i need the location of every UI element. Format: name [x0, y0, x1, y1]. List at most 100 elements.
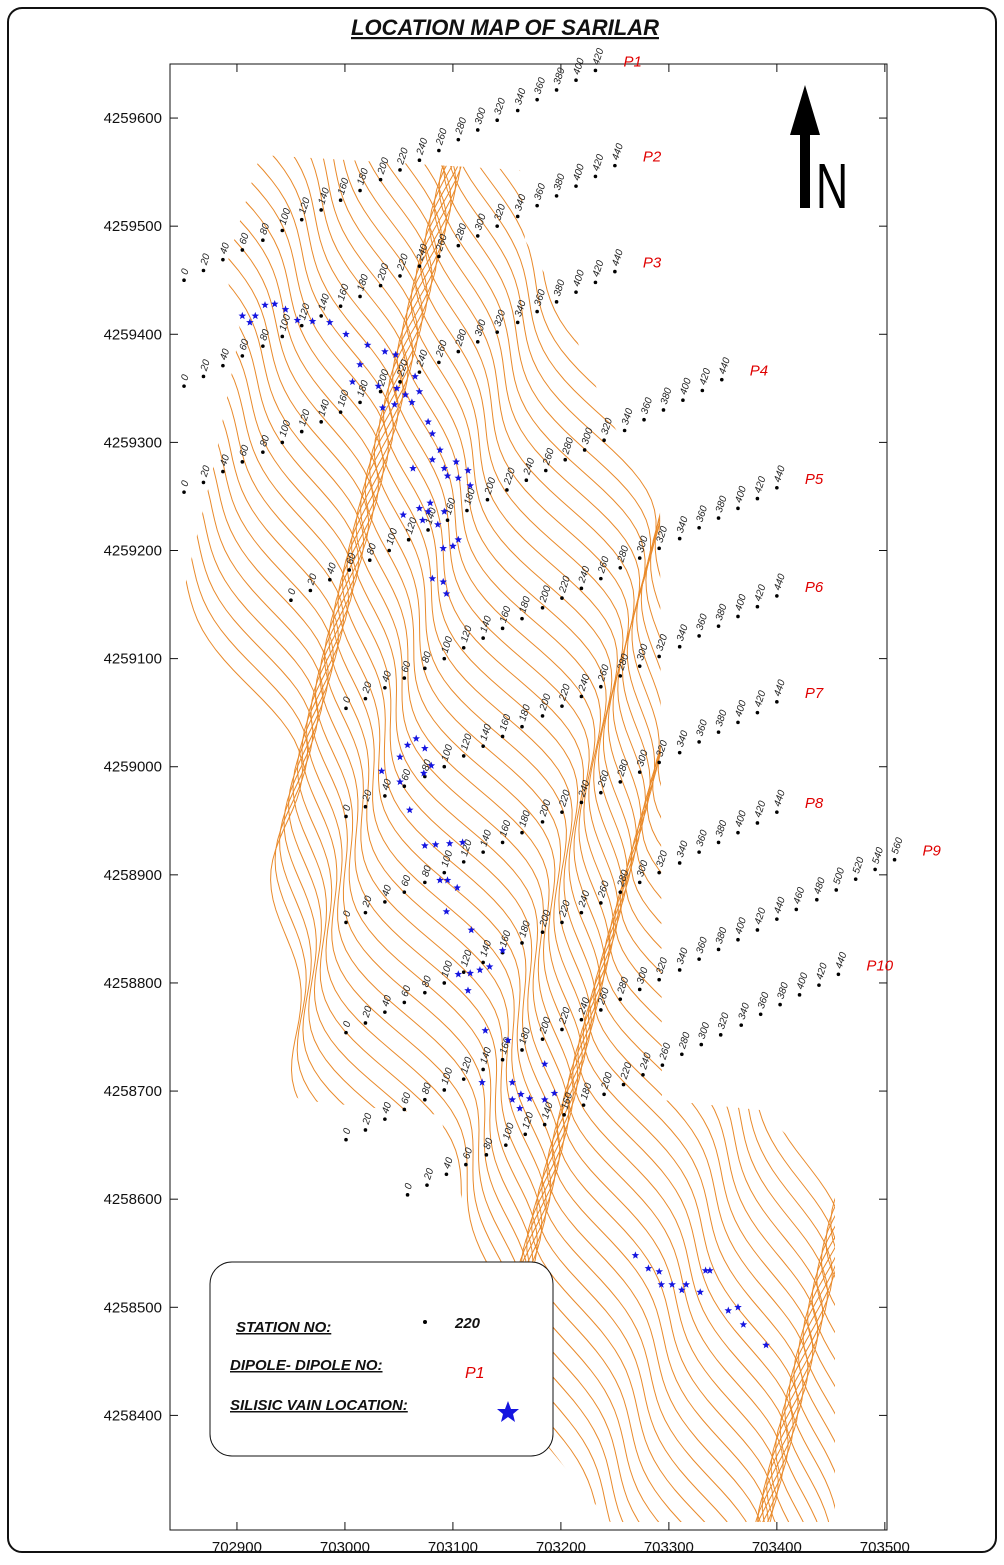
station-label: 300 — [635, 642, 651, 662]
station-dot — [778, 1003, 782, 1007]
station-dot — [657, 761, 661, 765]
station-dot — [379, 178, 383, 182]
station-label: 100 — [278, 419, 294, 439]
station-dot — [574, 290, 578, 294]
station-label: 180 — [355, 379, 371, 399]
station-label: 100 — [501, 1121, 517, 1141]
station-dot — [697, 740, 701, 744]
station-dot — [426, 528, 430, 532]
station-dot — [678, 861, 682, 865]
station-dot — [442, 871, 446, 875]
station-label: 400 — [733, 809, 749, 829]
station-dot — [241, 248, 245, 252]
station-label: 20 — [361, 680, 375, 695]
profile-label: P9 — [923, 843, 942, 860]
contour-line — [728, 140, 1004, 1530]
station-label: 280 — [615, 758, 631, 779]
vein-star — [455, 474, 463, 481]
station-label: 420 — [753, 475, 769, 495]
station-label: 280 — [453, 116, 469, 137]
station-dot — [739, 1023, 743, 1027]
station-label: 320 — [599, 416, 615, 436]
north-arrow: N — [790, 85, 848, 222]
vein-star — [464, 987, 472, 994]
station-label: 440 — [772, 678, 788, 698]
station-dot — [678, 645, 682, 649]
profile-label: P4 — [750, 363, 768, 380]
station-label: 140 — [479, 1046, 495, 1066]
station-label: 260 — [434, 127, 450, 148]
station-label: 240 — [521, 456, 537, 477]
vein-star — [740, 1321, 748, 1328]
y-tick-label: 4259500 — [104, 218, 162, 235]
profile-label: P10 — [866, 957, 893, 974]
station-dot — [383, 900, 387, 904]
station-label: 160 — [498, 929, 514, 949]
station-label: 0 — [179, 479, 191, 488]
x-tick-label: 703300 — [644, 1539, 694, 1556]
station-dot — [638, 664, 642, 668]
station-dot — [495, 118, 499, 122]
x-tick-label: 703500 — [860, 1539, 910, 1556]
station-dot — [425, 1183, 429, 1187]
y-tick-label: 4258600 — [104, 1191, 162, 1208]
station-dot — [756, 497, 760, 501]
station-label: 20 — [199, 358, 213, 373]
station-label: 120 — [404, 516, 420, 536]
station-label: 20 — [199, 464, 213, 479]
station-dot — [775, 486, 779, 490]
station-dot — [544, 469, 548, 473]
station-dot — [720, 378, 724, 382]
station-label: 400 — [571, 56, 587, 76]
station-label: 380 — [714, 926, 730, 946]
station-dot — [379, 390, 383, 394]
station-dot — [423, 991, 427, 995]
station-label: 340 — [675, 946, 691, 966]
station-dot — [398, 168, 402, 172]
contour-line — [695, 140, 1004, 1530]
profile-label: P6 — [805, 579, 824, 596]
vein-star — [655, 1268, 663, 1275]
station-dot — [717, 948, 721, 952]
station-label: 80 — [258, 328, 272, 342]
vein-star — [476, 966, 484, 973]
vein-star — [356, 361, 364, 368]
station-dot — [642, 418, 646, 422]
y-tick-label: 4259200 — [104, 543, 162, 560]
contour-line — [553, 140, 1004, 1530]
station-label: 360 — [695, 612, 711, 632]
profile-label: P2 — [643, 149, 662, 166]
station-dot — [442, 981, 446, 985]
station-dot — [319, 314, 323, 318]
station-label: 420 — [753, 583, 769, 603]
station-label: 200 — [538, 584, 554, 605]
station-label: 360 — [695, 718, 711, 738]
station-dot — [501, 735, 505, 739]
station-dot — [379, 284, 383, 288]
station-label: 240 — [638, 1051, 654, 1072]
station-label: 120 — [459, 948, 475, 968]
station-label: 320 — [655, 849, 671, 869]
station-dot — [756, 605, 760, 609]
station-dot — [344, 815, 348, 819]
north-label: N — [816, 150, 848, 222]
station-label: 520 — [851, 855, 867, 875]
station-label: 280 — [615, 868, 631, 889]
station-label: 100 — [278, 313, 294, 333]
station-label: 440 — [717, 356, 733, 376]
station-dot — [457, 350, 461, 354]
station-dot — [622, 1083, 626, 1087]
station-label: 420 — [753, 799, 769, 819]
station-dot — [719, 1033, 723, 1037]
station-dot — [613, 270, 617, 274]
station-dot — [541, 606, 545, 610]
station-label: 420 — [591, 259, 607, 279]
station-dot — [678, 537, 682, 541]
station-dot — [398, 274, 402, 278]
station-label: 540 — [871, 846, 887, 866]
station-label: 300 — [697, 1021, 713, 1041]
station-dot — [241, 460, 245, 464]
profile-label: P5 — [805, 471, 824, 488]
station-dot — [347, 568, 351, 572]
station-dot — [358, 189, 362, 193]
